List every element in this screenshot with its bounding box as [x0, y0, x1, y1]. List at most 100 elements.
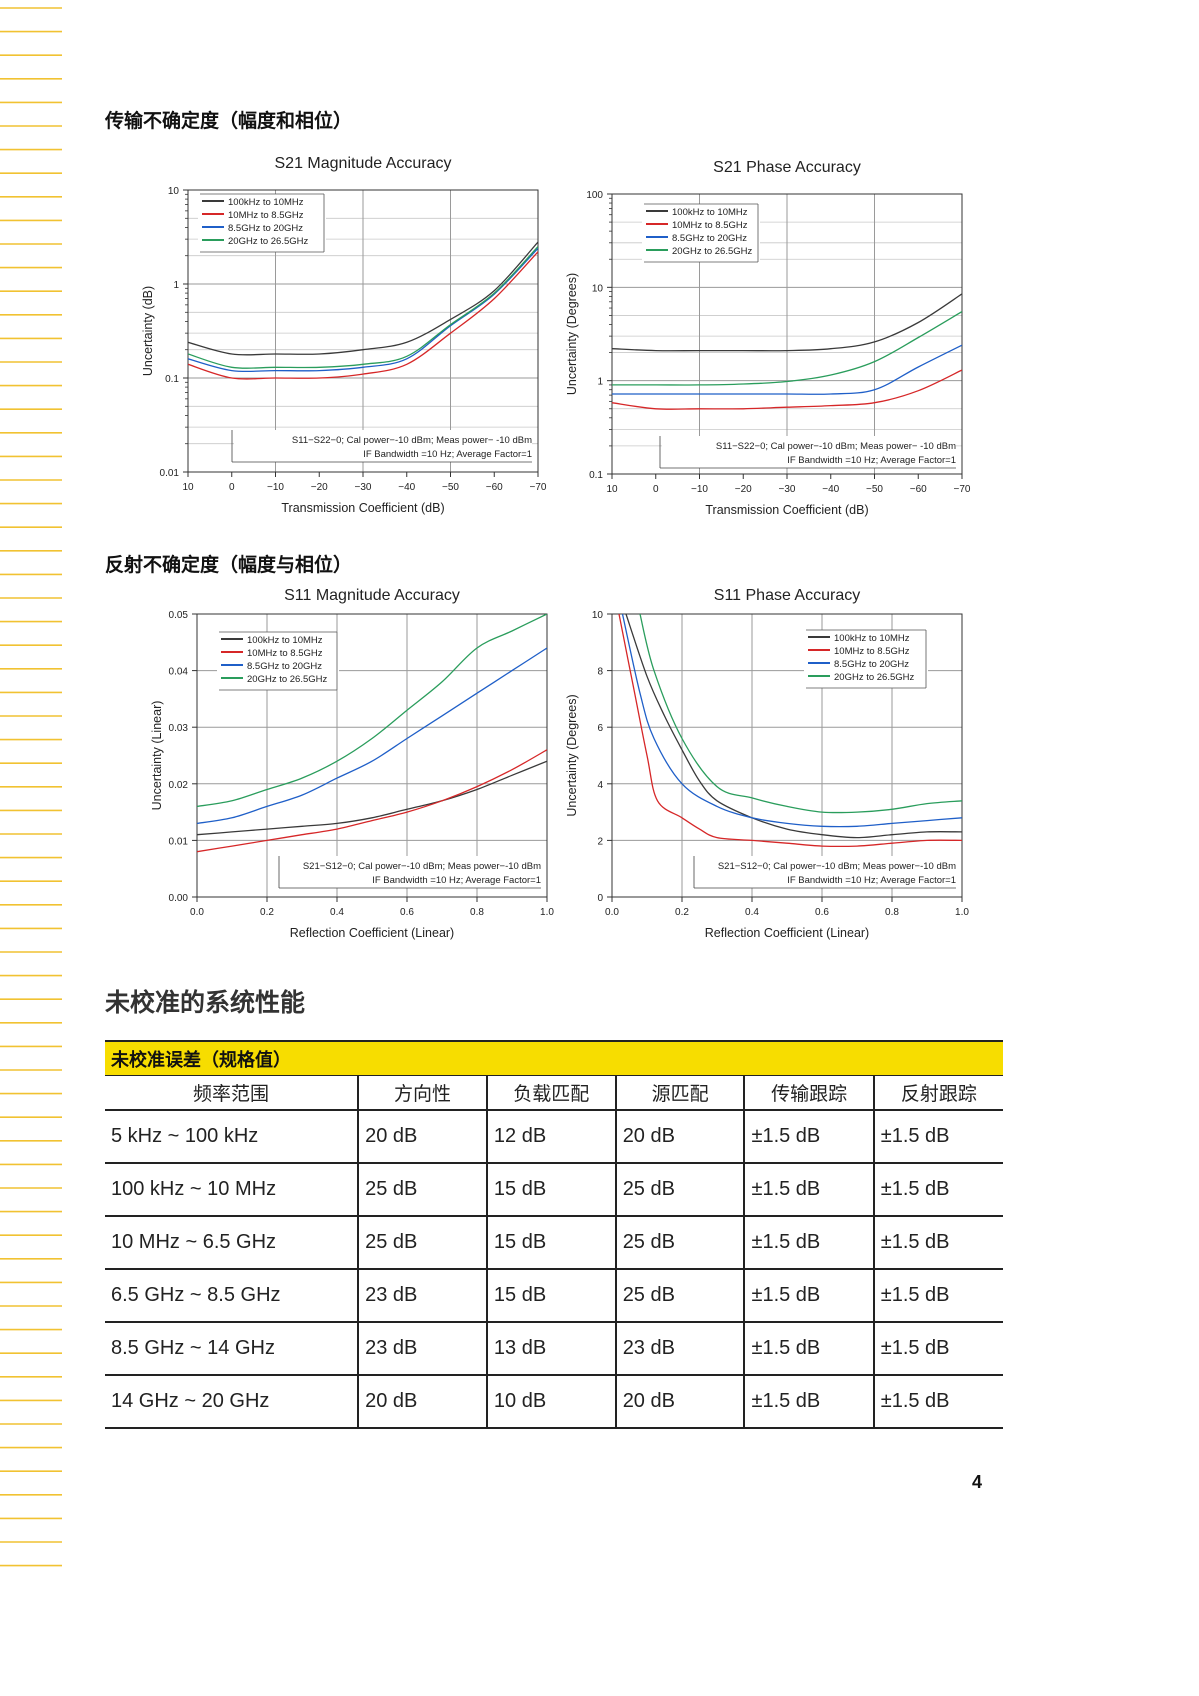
y-tick-label: 0.1	[165, 374, 179, 385]
table-cell: ±1.5 dB	[872, 1269, 1003, 1323]
table-cell: ±1.5 dB	[743, 1375, 874, 1429]
legend-label: 100kHz to 10MHz	[834, 633, 910, 644]
series-line-3	[197, 647, 547, 825]
table-cell: 15 dB	[485, 1216, 616, 1270]
chart-note: S21−S12−0; Cal power−-10 dBm; Meas power…	[278, 856, 541, 889]
series-line-1	[188, 241, 538, 356]
chart-title: S11 Phase Accuracy	[714, 587, 860, 604]
table-cell: 23 dB	[614, 1322, 745, 1376]
x-tick-label: −10	[691, 484, 708, 495]
x-axis-label: Reflection Coefficient (Linear)	[705, 926, 869, 940]
series-line-2	[197, 749, 547, 853]
y-tick-label: 0.01	[169, 836, 189, 847]
table-row: 100 kHz ~ 10 MHz 25 dB 15 dB 25 dB ±1.5 dB ±1…	[105, 1163, 1003, 1217]
table-cell: ±1.5 dB	[872, 1375, 1003, 1429]
uncalibrated-error-table: 未校准误差（规格值） 频率范围 方向性 负载匹配 源匹配 传输跟踪 反射跟踪 5 kHz ~ …	[105, 1040, 1003, 1429]
table-cell: ±1.5 dB	[872, 1110, 1003, 1164]
column-header: 频率范围	[105, 1075, 359, 1111]
x-tick-label: −70	[954, 484, 971, 495]
legend-label: 20GHz to 26.5GHz	[228, 236, 309, 247]
table-cell: 25 dB	[614, 1216, 745, 1270]
table-row: 8.5 GHz ~ 14 GHz 23 dB 13 dB 23 dB ±1.5 dB ±1…	[105, 1322, 1003, 1376]
table-cell: 20 dB	[614, 1110, 745, 1164]
table-cell: ±1.5 dB	[872, 1163, 1003, 1217]
series-line-1	[197, 760, 547, 836]
column-header: 反射跟踪	[872, 1075, 1003, 1111]
table-header-row: 频率范围 方向性 负载匹配 源匹配 传输跟踪 反射跟踪	[105, 1075, 1003, 1111]
y-tick-label: 0.00	[169, 893, 189, 904]
table-row: 6.5 GHz ~ 8.5 GHz 23 dB 15 dB 25 dB ±1.5 dB ±…	[105, 1269, 1003, 1323]
y-tick-label: 0.01	[160, 468, 180, 479]
series-line-1	[612, 293, 962, 352]
x-tick-label: 0.2	[675, 907, 689, 918]
note-line-1: S21−S12−0; Cal power−-10 dBm; Meas power…	[303, 861, 541, 872]
column-header: 负载匹配	[485, 1075, 616, 1111]
chart-legend: 100kHz to 10MHz 10MHz to 8.5GHz 8.5GHz to …	[804, 629, 928, 689]
x-axis-label: Transmission Coefficient (dB)	[281, 501, 444, 515]
legend-label: 8.5GHz to 20GHz	[247, 661, 322, 672]
series-line-2	[188, 251, 538, 380]
x-tick-label: −70	[530, 482, 547, 493]
chart-legend: 100kHz to 10MHz 10MHz to 8.5GHz 8.5GHz to …	[217, 631, 339, 691]
series-line-2	[612, 369, 962, 410]
table-cell: 20 dB	[357, 1375, 487, 1429]
table-cell: 20 dB	[614, 1375, 745, 1429]
legend-label: 100kHz to 10MHz	[672, 207, 748, 218]
page-number: 4	[972, 1472, 983, 1492]
table-cell: 23 dB	[357, 1269, 487, 1323]
x-tick-label: 0.6	[400, 907, 414, 918]
s11-phase-chart: S11 Phase Accuracy 0.0 0.2 0.4 0.6 0.8 1.0 10 8 6…	[565, 587, 969, 940]
table-cell: 100 kHz ~ 10 MHz	[105, 1163, 359, 1217]
y-tick-label: 100	[586, 190, 603, 201]
x-axis-label: Transmission Coefficient (dB)	[705, 503, 868, 517]
legend-label: 8.5GHz to 20GHz	[672, 233, 747, 244]
y-tick-label: 8	[597, 667, 603, 678]
legend-label: 10MHz to 8.5GHz	[247, 648, 323, 659]
table-cell: 13 dB	[485, 1322, 616, 1376]
note-line-2: IF Bandwidth =10 Hz; Average Factor=1	[363, 449, 532, 460]
x-tick-label: 0.6	[815, 907, 829, 918]
legend-label: 10MHz to 8.5GHz	[672, 220, 748, 231]
table-cell: ±1.5 dB	[872, 1322, 1003, 1376]
chart-title: S21 Magnitude Accuracy	[275, 155, 452, 172]
note-line-1: S11−S22−0; Cal power−-10 dBm; Meas power…	[716, 441, 956, 452]
x-tick-label: −60	[910, 484, 927, 495]
x-tick-label: −30	[355, 482, 372, 493]
y-tick-label: 1	[597, 377, 603, 388]
note-line-1: S21−S12−0; Cal power−-10 dBm; Meas power…	[718, 861, 956, 872]
series-line-4	[197, 614, 547, 808]
table-cell: 15 dB	[485, 1269, 616, 1323]
series-line-3	[612, 344, 962, 395]
series-line-3	[188, 247, 538, 373]
legend-label: 100kHz to 10MHz	[228, 197, 304, 208]
chart-legend: 100kHz to 10MHz 10MHz to 8.5GHz 8.5GHz to …	[198, 193, 326, 253]
table-row: 5 kHz ~ 100 kHz 20 dB 12 dB 20 dB ±1.5 dB ±1.…	[105, 1110, 1003, 1164]
chart-title: S11 Magnitude Accuracy	[284, 587, 460, 604]
table-cell: ±1.5 dB	[743, 1216, 874, 1270]
x-tick-label: 0.8	[885, 907, 899, 918]
x-tick-label: 1.0	[955, 907, 969, 918]
legend-label: 10MHz to 8.5GHz	[834, 646, 910, 657]
y-tick-label: 0.04	[169, 667, 189, 678]
x-tick-label: −40	[398, 482, 415, 493]
table-cell: 25 dB	[614, 1269, 745, 1323]
y-tick-label: 1	[173, 280, 179, 291]
column-header: 源匹配	[614, 1075, 745, 1111]
table-caption: 未校准误差（规格值）	[105, 1040, 1003, 1076]
s11-magnitude-chart: S11 Magnitude Accuracy 0.0 0.2 0.4 0.6 0.8 1.0…	[150, 587, 554, 940]
x-tick-label: −10	[267, 482, 284, 493]
decorative-stripes	[0, 7, 62, 1567]
section-title-reflection: 反射不确定度（幅度与相位）	[105, 554, 353, 576]
legend-label: 8.5GHz to 20GHz	[228, 223, 303, 234]
chart-note: S11−S22−0; Cal power−-10 dBm; Meas power…	[231, 430, 532, 463]
legend-label: 10MHz to 8.5GHz	[228, 210, 304, 221]
table-cell: ±1.5 dB	[743, 1269, 874, 1323]
chart-title: S21 Phase Accuracy	[713, 159, 861, 176]
x-tick-label: 0.4	[330, 907, 344, 918]
x-tick-label: 0.0	[605, 907, 619, 918]
y-tick-label: 0.05	[169, 610, 189, 621]
note-line-2: IF Bandwidth =10 Hz; Average Factor=1	[787, 455, 956, 466]
x-tick-label: 0.2	[260, 907, 274, 918]
table-cell: 8.5 GHz ~ 14 GHz	[105, 1322, 359, 1376]
y-tick-label: 10	[168, 186, 180, 197]
